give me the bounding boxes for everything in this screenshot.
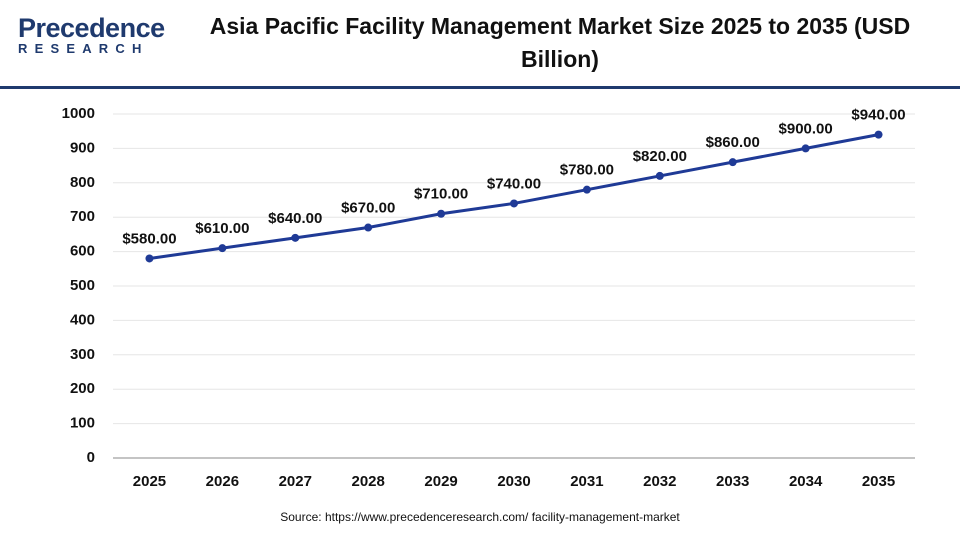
- y-tick-label: 200: [70, 380, 95, 397]
- y-tick-label: 1000: [62, 105, 95, 122]
- point: [874, 130, 883, 139]
- x-tick-label: 2035: [862, 473, 895, 490]
- x-tick-label: 2028: [351, 473, 384, 490]
- x-tick-label: 2025: [133, 473, 166, 490]
- point: [582, 185, 591, 194]
- y-tick-label: 700: [70, 208, 95, 225]
- logo-name: Precedence: [18, 13, 165, 43]
- value-label: $640.00: [268, 210, 322, 227]
- logo-sub: RESEARCH: [18, 41, 149, 56]
- point: [510, 199, 518, 208]
- value-label: $780.00: [560, 162, 614, 179]
- x-tick-label: 2033: [716, 473, 749, 490]
- value-label: $580.00: [122, 230, 176, 247]
- y-tick-label: 500: [70, 277, 95, 294]
- x-tick-label: 2034: [789, 473, 823, 490]
- point: [728, 158, 737, 167]
- value-label: $940.00: [851, 107, 905, 124]
- logo: Precedence RESEARCH: [18, 14, 178, 56]
- value-label: $820.00: [633, 148, 687, 165]
- value-label: $740.00: [487, 175, 541, 192]
- value-label: $670.00: [341, 199, 395, 216]
- value-label: $860.00: [706, 134, 760, 151]
- x-tick-label: 2026: [206, 473, 239, 490]
- header: Precedence RESEARCH Asia Pacific Facilit…: [0, 0, 960, 89]
- x-tick-label: 2029: [424, 473, 457, 490]
- x-tick-label: 2030: [497, 473, 530, 490]
- y-tick-label: 100: [70, 415, 95, 432]
- point: [145, 254, 154, 263]
- point: [291, 233, 300, 242]
- point: [437, 209, 446, 218]
- y-tick-label: 0: [87, 449, 95, 466]
- x-tick-label: 2027: [279, 473, 312, 490]
- value-label: $710.00: [414, 186, 468, 203]
- point: [364, 223, 373, 232]
- y-tick-label: 600: [70, 243, 95, 260]
- chart-title: Asia Pacific Facility Management Market …: [209, 13, 911, 72]
- y-tick-label: 400: [70, 311, 95, 328]
- point: [655, 171, 664, 180]
- y-tick-label: 300: [70, 346, 95, 363]
- line: [149, 133, 879, 260]
- x-tick-label: 2031: [570, 473, 603, 490]
- x-tick-label: 2032: [643, 473, 676, 490]
- source: Source: https://www.precedenceresearch.c…: [280, 510, 680, 524]
- y-tick-label: 800: [70, 174, 95, 191]
- value-label: $900.00: [779, 120, 833, 137]
- point: [218, 244, 227, 253]
- value-label: $610.00: [195, 220, 249, 237]
- point: [801, 144, 810, 153]
- y-tick-label: 900: [70, 139, 95, 156]
